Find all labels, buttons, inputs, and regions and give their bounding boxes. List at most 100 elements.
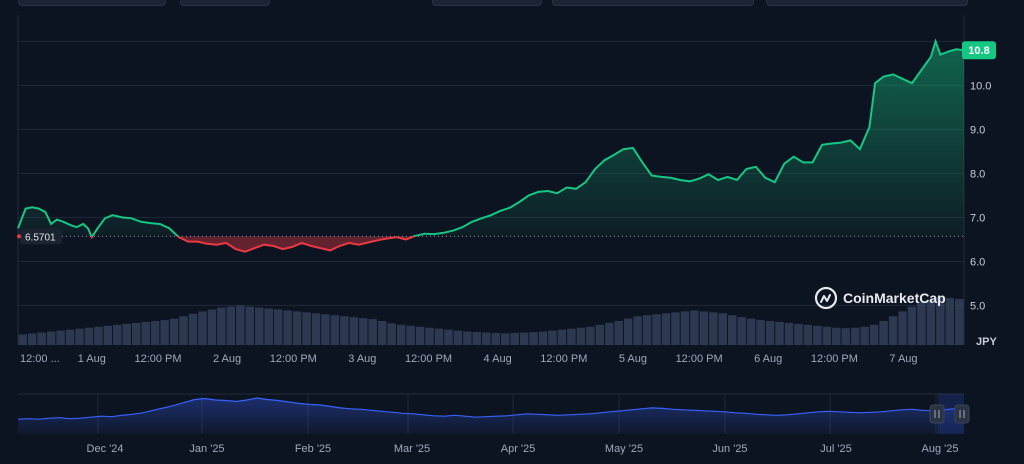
volume-bar <box>652 314 661 345</box>
volume-bar <box>18 334 27 345</box>
navigator[interactable]: Dec '24 Jan '25 Feb '25 Mar '25 Apr '25 May '… <box>17 393 970 455</box>
volume-bar <box>510 333 519 345</box>
volume-bar <box>623 318 633 345</box>
volume-bar <box>150 321 160 345</box>
volume-bar <box>302 312 311 345</box>
volume-bar <box>784 322 794 345</box>
volume-bar <box>283 310 292 345</box>
volume-bar <box>746 318 756 345</box>
x-tick-label: 12:00 PM <box>811 353 858 365</box>
volume-bar <box>415 326 425 345</box>
volume-bar <box>94 326 103 345</box>
volume-bar <box>860 326 869 345</box>
volume-bar <box>548 330 557 345</box>
volume-bar <box>75 328 84 345</box>
volume-bar <box>179 316 188 345</box>
volume-bar <box>169 318 179 345</box>
y-tick-label: 7.0 <box>970 212 985 224</box>
volume-bar <box>330 315 340 345</box>
toolbar-button-2[interactable] <box>180 0 270 6</box>
volume-bar <box>699 311 709 345</box>
volume-bar <box>264 308 273 345</box>
navigator-x-label: Apr '25 <box>501 443 536 455</box>
navigator-x-label: Aug '25 <box>922 443 959 455</box>
volume-bar <box>444 329 453 345</box>
volume-bar <box>406 325 415 345</box>
currency-label: JPY <box>976 336 997 348</box>
navigator-x-label: Mar '25 <box>394 443 430 455</box>
volume-bar <box>84 327 94 345</box>
volume-bar <box>132 322 141 345</box>
baseline-dot-icon <box>17 234 21 239</box>
volume-bar <box>340 316 349 345</box>
brand-name: CoinMarketCap <box>843 290 946 306</box>
y-tick-label: 8.0 <box>970 168 985 180</box>
y-axis: 10.0 9.0 8.0 7.0 6.0 5.0 <box>970 80 991 312</box>
y-tick-label: 10.0 <box>970 80 991 92</box>
volume-bar <box>160 320 169 345</box>
baseline-tag: 6.5701 <box>17 228 62 245</box>
toolbar-button-3[interactable] <box>432 0 542 6</box>
volume-bar <box>926 299 936 345</box>
volume-bar <box>765 321 775 345</box>
volume-bar <box>709 312 718 345</box>
price-line-up <box>17 38 965 237</box>
volume-bar <box>217 307 226 345</box>
x-tick-label: 1 Aug <box>78 353 106 365</box>
volume-bar <box>377 321 387 345</box>
toolbar-button-5[interactable] <box>766 0 968 6</box>
volume-bar <box>586 326 595 345</box>
navigator-handle-right[interactable] <box>954 404 970 424</box>
volume-bar <box>661 313 671 345</box>
x-tick-label: 12:00 PM <box>676 353 723 365</box>
volume-bar <box>434 328 444 345</box>
volume-bar <box>387 323 396 345</box>
last-price-tag: 10.8 <box>962 41 996 60</box>
volume-bar <box>737 317 746 345</box>
volume-bar <box>122 323 132 345</box>
x-tick-label: 6 Aug <box>754 353 782 365</box>
price-area-up <box>18 41 964 237</box>
volume-bar <box>841 328 850 345</box>
y-tick-label: 6.0 <box>970 256 985 268</box>
volume-bar <box>595 324 605 345</box>
volume-bar <box>226 306 236 345</box>
volume-bar <box>113 324 122 345</box>
volume-bar <box>813 325 822 345</box>
volume-bar <box>907 306 917 345</box>
last-price-label: 10.8 <box>968 45 989 57</box>
volume-bar <box>359 318 368 345</box>
volume-bar <box>311 313 321 345</box>
volume-bar <box>519 332 529 345</box>
navigator-handle-left[interactable] <box>929 404 945 424</box>
baseline-label: 6.5701 <box>25 232 56 243</box>
volume-bar <box>803 324 813 345</box>
volume-bar <box>557 329 567 345</box>
x-tick-label: 5 Aug <box>619 353 647 365</box>
coinmarketcap-logo-icon <box>814 286 838 310</box>
navigator-x-label: Feb '25 <box>295 443 331 455</box>
volume-bar <box>188 313 198 345</box>
volume-bars <box>18 297 964 345</box>
toolbar-button-4[interactable] <box>552 0 754 6</box>
volume-bar <box>472 332 482 345</box>
navigator-area <box>18 398 964 434</box>
volume-bar <box>567 328 576 345</box>
volume-bar <box>529 332 538 345</box>
volume-bar <box>690 310 699 345</box>
volume-bar <box>46 331 56 345</box>
volume-bar <box>945 297 955 345</box>
volume-bar <box>425 327 434 345</box>
volume-bar <box>832 327 841 345</box>
volume-bar <box>482 332 491 345</box>
volume-bar <box>955 298 964 345</box>
volume-bar <box>245 306 254 345</box>
x-tick-label: 12:00 PM <box>540 353 587 365</box>
volume-bar <box>576 327 586 345</box>
volume-bar <box>236 305 245 345</box>
volume-bar <box>103 325 113 345</box>
volume-bar <box>321 314 330 345</box>
volume-bar <box>671 312 680 345</box>
toolbar-button-1[interactable] <box>18 0 166 6</box>
